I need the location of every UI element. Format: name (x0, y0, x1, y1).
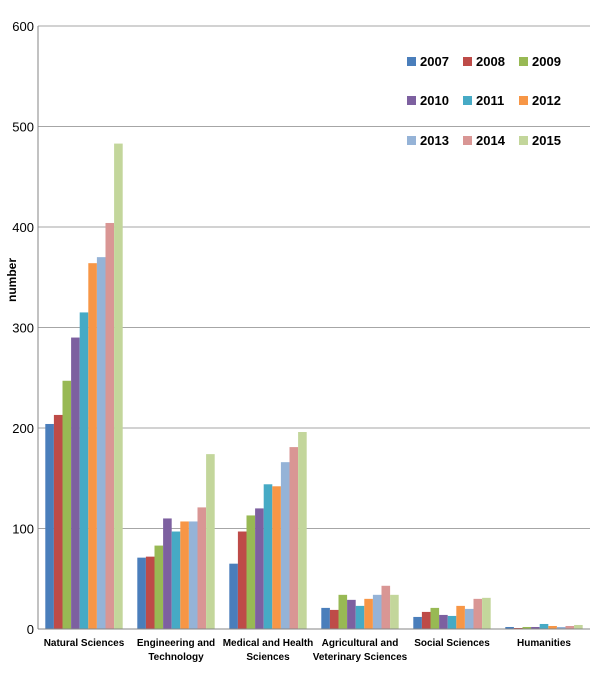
legend-swatch (463, 136, 472, 145)
x-category-label: Veterinary Sciences (313, 652, 408, 663)
bar (505, 626, 514, 629)
bar (473, 598, 483, 629)
bar (430, 607, 440, 629)
y-tick-label: 100 (12, 522, 34, 537)
bar (114, 143, 123, 629)
y-tick-label: 200 (12, 421, 34, 436)
bar (565, 625, 575, 629)
legend-label: 2012 (532, 93, 561, 108)
x-category-label: Social Sciences (414, 638, 490, 649)
bar (163, 518, 172, 629)
legend-label: 2013 (420, 133, 449, 148)
bar (197, 507, 207, 629)
legend-label: 2009 (532, 54, 561, 69)
bar (145, 556, 155, 629)
bar (364, 598, 373, 629)
x-category-labels: Natural Sciences Engineering and Technolog… (44, 638, 572, 663)
bar (447, 615, 457, 629)
bar (137, 557, 146, 629)
bar (79, 312, 89, 629)
x-category-label: Engineering and (137, 638, 215, 649)
bar (329, 609, 339, 629)
bar (45, 423, 54, 629)
bar (355, 605, 365, 629)
gridlines (38, 25, 590, 529)
bar (246, 515, 256, 629)
bar (53, 414, 63, 629)
bar (263, 484, 273, 629)
legend-label: 2010 (420, 93, 449, 108)
x-category-label: Technology (148, 652, 204, 663)
y-axis-label: number (5, 258, 19, 302)
x-category-label: Agricultural and (322, 638, 399, 649)
legend-swatch (519, 136, 528, 145)
bar (96, 257, 106, 629)
legend-label: 2011 (476, 93, 504, 108)
bar (372, 594, 382, 629)
bar (574, 624, 583, 629)
bar (548, 625, 557, 629)
bars (45, 143, 583, 630)
y-tick-label: 400 (12, 220, 34, 235)
bar (413, 616, 422, 629)
bar (381, 585, 391, 629)
bar (289, 447, 299, 629)
legend-label: 2008 (476, 54, 505, 69)
legend-swatch (519, 57, 528, 66)
bar (298, 432, 307, 629)
bar (280, 462, 290, 629)
bar (105, 222, 115, 630)
bar (522, 626, 532, 629)
bar (482, 597, 491, 629)
bar (62, 380, 72, 629)
legend-swatch (407, 96, 416, 105)
x-category-label: Medical and Health (223, 638, 314, 649)
axes (37, 26, 590, 630)
legend-label: 2015 (532, 133, 561, 148)
bar (171, 531, 181, 629)
bar (237, 531, 247, 629)
bar (439, 614, 448, 629)
x-category-label: Natural Sciences (44, 638, 125, 649)
bar (556, 626, 566, 629)
x-category-label: Sciences (246, 652, 290, 663)
y-tick-label: 500 (12, 120, 34, 135)
legend-swatch (463, 96, 472, 105)
bar (338, 594, 348, 629)
bar (347, 599, 356, 629)
legend-swatch (519, 96, 528, 105)
bar (421, 611, 431, 629)
bar (188, 521, 198, 629)
y-tick-label: 0 (27, 622, 34, 637)
bar (154, 545, 164, 629)
bar (229, 563, 238, 629)
legend: 2007 2008 2009 2010 2011 2012 2013 2014 2015 (407, 54, 561, 148)
x-category-label: Humanities (517, 638, 571, 649)
bar (464, 608, 474, 629)
y-tick-labels: 0 100 200 300 400 500 600 (12, 19, 34, 637)
legend-swatch (407, 136, 416, 145)
bar (539, 623, 549, 629)
bar (390, 594, 399, 629)
y-tick-label: 600 (12, 19, 34, 34)
bar (513, 627, 523, 629)
legend-label: 2014 (476, 133, 506, 148)
bar (531, 626, 540, 629)
bar (272, 486, 281, 629)
bar (321, 607, 330, 629)
legend-swatch (463, 57, 472, 66)
bar (456, 605, 465, 629)
legend-label: 2007 (420, 54, 449, 69)
bar (71, 337, 80, 629)
bar (180, 521, 189, 629)
bar (88, 263, 97, 629)
bar (255, 508, 264, 629)
y-tick-label: 300 (12, 321, 34, 336)
bar (206, 454, 215, 629)
legend-swatch (407, 57, 416, 66)
